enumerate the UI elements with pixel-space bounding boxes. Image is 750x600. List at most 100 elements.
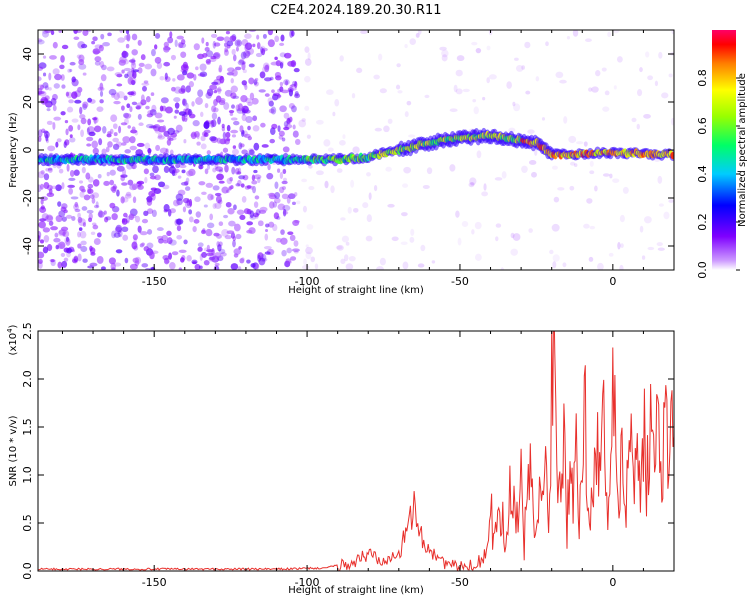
spectrogram-noise-mark xyxy=(157,119,165,123)
spectrogram-noise-mark xyxy=(179,164,187,169)
spectrogram-noise-mark xyxy=(61,44,69,50)
spectrogram-noise-mark xyxy=(301,178,308,183)
spectrogram-noise-mark xyxy=(145,123,154,129)
spectrogram-noise-mark xyxy=(115,249,123,254)
spectrogram-noise-mark xyxy=(205,228,213,237)
spectrogram-noise-mark xyxy=(283,112,290,119)
spectrogram-noise-mark xyxy=(128,213,135,221)
x-tick-label: -50 xyxy=(451,275,469,288)
spectrogram-noise-mark xyxy=(171,86,176,92)
spectrogram-noise-mark xyxy=(473,106,479,115)
spectrogram-noise-mark xyxy=(63,141,67,148)
y-tick-label: -20 xyxy=(21,189,34,207)
spectrogram-noise-mark xyxy=(125,43,130,49)
spectrogram-noise-mark xyxy=(46,192,55,197)
spectrogram-noise-mark xyxy=(376,266,384,270)
spectrogram-noise-mark xyxy=(374,127,382,132)
spectrogram-noise-mark xyxy=(77,41,86,49)
spectrogram-noise-mark xyxy=(94,125,102,133)
spectrogram-noise-mark xyxy=(222,147,229,153)
spectrogram-noise-mark xyxy=(132,71,137,79)
spectrogram-noise-mark xyxy=(166,230,172,236)
spectrogram-noise-mark xyxy=(165,259,170,264)
spectrogram-noise-mark xyxy=(553,196,560,203)
spectrogram-noise-mark xyxy=(292,219,300,227)
spectrogram-noise-mark xyxy=(82,103,88,110)
spectrogram-noise-mark xyxy=(353,207,359,213)
spectrogram-noise-mark xyxy=(113,232,121,238)
spectrogram-noise-mark xyxy=(109,202,116,209)
spectrogram-noise-mark xyxy=(278,186,285,194)
spectrogram-noise-mark xyxy=(52,41,58,49)
spectrogram-noise-mark xyxy=(265,223,270,228)
spectrogram-noise-mark xyxy=(227,208,235,215)
spectrogram-noise-mark xyxy=(82,101,89,109)
spectrogram-noise-mark xyxy=(74,208,81,213)
spectrogram-noise-mark xyxy=(136,142,145,147)
spectrogram-noise-mark xyxy=(120,122,128,126)
spectrogram-noise-mark xyxy=(230,85,238,93)
spectrogram-noise-mark xyxy=(404,44,408,49)
spectrogram-noise-mark xyxy=(395,84,401,90)
spectrogram-noise-mark xyxy=(191,101,195,107)
spectrogram-noise-mark xyxy=(495,223,502,228)
spectrogram-noise-mark xyxy=(182,206,187,213)
spectrogram-noise-mark xyxy=(282,208,287,217)
spectrogram-y-label: Frequency (Hz) xyxy=(8,112,19,188)
spectrogram-noise-mark xyxy=(247,136,252,141)
spectrogram-noise-mark xyxy=(120,174,128,178)
spectrogram-noise-mark xyxy=(515,64,524,72)
spectrogram-noise-mark xyxy=(221,126,226,132)
spectrogram-noise-mark xyxy=(145,105,150,110)
y-tick-label: 20 xyxy=(21,95,34,109)
spectrogram-noise-mark xyxy=(301,265,310,270)
spectrogram-noise-mark xyxy=(113,132,118,137)
spectrogram-noise-mark xyxy=(91,140,99,149)
spectrogram-noise-mark xyxy=(287,60,296,67)
spectrogram-noise-mark xyxy=(42,72,47,77)
spectrogram-noise-mark xyxy=(63,230,70,238)
spectrogram-noise-mark xyxy=(661,92,669,99)
spectrogram-noise-mark xyxy=(132,257,140,263)
spectrogram-noise-mark xyxy=(150,187,157,191)
spectrogram-noise-mark xyxy=(172,78,176,82)
spectrogram-noise-mark xyxy=(193,43,200,51)
spectrogram-noise-mark xyxy=(282,146,290,153)
spectrogram-noise-mark xyxy=(43,181,50,190)
spectrogram-noise-mark xyxy=(229,35,237,42)
spectrogram-noise-mark xyxy=(68,177,76,182)
spectrogram-noise-mark xyxy=(177,175,182,179)
spectrogram-noise-mark xyxy=(61,182,65,190)
spectrogram-noise-mark xyxy=(120,142,127,146)
spectrogram-noise-mark xyxy=(200,143,207,150)
spectrogram-noise-mark xyxy=(47,168,53,173)
spectrogram-noise-mark xyxy=(368,192,372,201)
spectrogram-noise-mark xyxy=(67,184,75,188)
spectrogram-noise-mark xyxy=(223,102,230,110)
spectrogram-noise-mark xyxy=(55,245,59,250)
spectrogram-noise-mark xyxy=(261,144,269,148)
y-tick-label: 0.5 xyxy=(21,514,34,532)
spectrogram-noise-mark xyxy=(226,230,235,235)
spectrogram-noise-mark xyxy=(281,180,288,185)
spectrogram-noise-mark xyxy=(620,243,624,248)
spectrogram-noise-mark xyxy=(616,56,623,63)
spectrogram-noise-mark xyxy=(52,68,60,75)
spectrogram-noise-mark xyxy=(347,206,352,214)
spectrogram-noise-mark xyxy=(643,113,651,119)
spectrogram-noise-mark xyxy=(287,193,296,200)
spectrogram-noise-mark xyxy=(251,180,258,185)
spectrogram-noise-mark xyxy=(95,201,99,208)
spectrogram-noise-mark xyxy=(224,138,230,145)
spectrogram-noise-mark xyxy=(234,168,240,175)
spectrogram-noise-mark xyxy=(500,267,504,270)
spectrogram-noise-mark xyxy=(647,246,655,251)
spectrogram-noise-mark xyxy=(75,30,82,34)
spectrogram-noise-mark xyxy=(52,104,57,112)
spectrogram-noise-mark xyxy=(588,256,594,262)
spectrogram-noise-mark xyxy=(471,41,478,46)
spectrogram-noise-mark xyxy=(146,242,154,249)
spectrogram-noise-mark xyxy=(521,65,525,70)
x-tick-label: -50 xyxy=(451,576,469,589)
spectrogram-noise-mark xyxy=(269,201,275,209)
